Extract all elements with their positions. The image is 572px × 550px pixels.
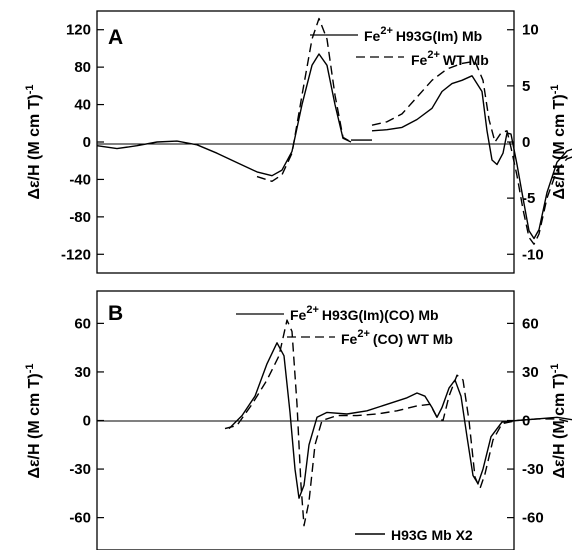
right-tick-label: -30 — [522, 461, 544, 478]
series-line-solid-a — [371, 75, 572, 240]
annotation-label: H93G Mb X2 — [391, 527, 473, 543]
legend-b-solid-label: Fe2+ H93G(Im)(CO) Mb — [290, 304, 439, 323]
panel-b-annotation: H93G Mb X2 — [355, 527, 473, 543]
legend-b-dashed-label: Fe2+ (CO) WT Mb — [341, 328, 453, 347]
left-tick-label: -30 — [69, 461, 91, 478]
panel-b-right-axis: 60 30 0 -30 -60 — [507, 315, 544, 527]
right-tick-label: 60 — [522, 315, 539, 332]
panel-a-left-axis: 120 80 40 0 -40 -80 -120 — [61, 22, 104, 263]
legend-a-dashed-label: Fe2+ WT Mb — [411, 49, 489, 68]
left-tick-label: 0 — [83, 134, 91, 151]
left-tick-label: 0 — [83, 413, 91, 430]
left-tick-label: -120 — [61, 246, 91, 263]
right-tick-label: -10 — [522, 246, 544, 263]
right-tick-label: 10 — [522, 22, 539, 39]
right-tick-label: 5 — [522, 78, 530, 95]
right-tick-label: 0 — [522, 134, 530, 151]
panel-b-left-axis: 60 30 0 -30 -60 — [69, 315, 104, 527]
legend-a-solid-label: Fe2+ H93G(Im) Mb — [364, 25, 482, 44]
series-line-solid-b — [228, 342, 572, 499]
panel-b-letter: B — [108, 302, 123, 325]
panel-a-series — [96, 17, 572, 245]
panel-a-letter: A — [108, 26, 123, 49]
panel-b-series — [224, 319, 572, 527]
panel-a-right-ylabel: Δε/H (M cm T)-1 — [549, 84, 568, 199]
series-line-dashed-b — [224, 319, 572, 527]
series-line-dashed-a — [371, 60, 572, 245]
right-tick-label: 30 — [522, 364, 539, 381]
panel-b-legend: Fe2+ H93G(Im)(CO) Mb Fe2+ (CO) WT Mb — [236, 304, 453, 347]
panel-b-right-ylabel: Δε/H (M cm T)-1 — [549, 363, 568, 478]
left-tick-label: -60 — [69, 510, 91, 527]
left-tick-label: 80 — [74, 59, 91, 76]
right-tick-label: 0 — [522, 413, 530, 430]
panel-a: 120 80 40 0 -40 -80 -120 10 5 0 -5 -10 A Δε/H (M c… — [24, 10, 572, 274]
series-line-solid-a — [96, 53, 352, 177]
panel-a-right-axis: 10 5 0 -5 -10 — [507, 22, 544, 263]
panel-a-legend: Fe2+ H93G(Im) Mb Fe2+ WT Mb — [310, 25, 489, 68]
left-tick-label: 40 — [74, 97, 91, 114]
left-tick-label: 60 — [74, 315, 91, 332]
panel-b-left-ylabel: Δε/H (M cm T)-1 — [24, 363, 43, 478]
left-tick-label: 120 — [66, 22, 91, 39]
panel-a-left-ylabel: Δε/H (M cm T)-1 — [24, 84, 43, 199]
left-tick-label: -40 — [69, 171, 91, 188]
right-tick-label: -60 — [522, 510, 544, 527]
left-tick-label: -80 — [69, 209, 91, 226]
right-tick-label: -5 — [522, 190, 535, 207]
panel-b: 60 30 0 -30 -60 60 30 0 -30 -60 B Δε/H (M cm T)-… — [24, 290, 572, 550]
left-tick-label: 30 — [74, 364, 91, 381]
series-line-dashed-a — [256, 17, 352, 182]
